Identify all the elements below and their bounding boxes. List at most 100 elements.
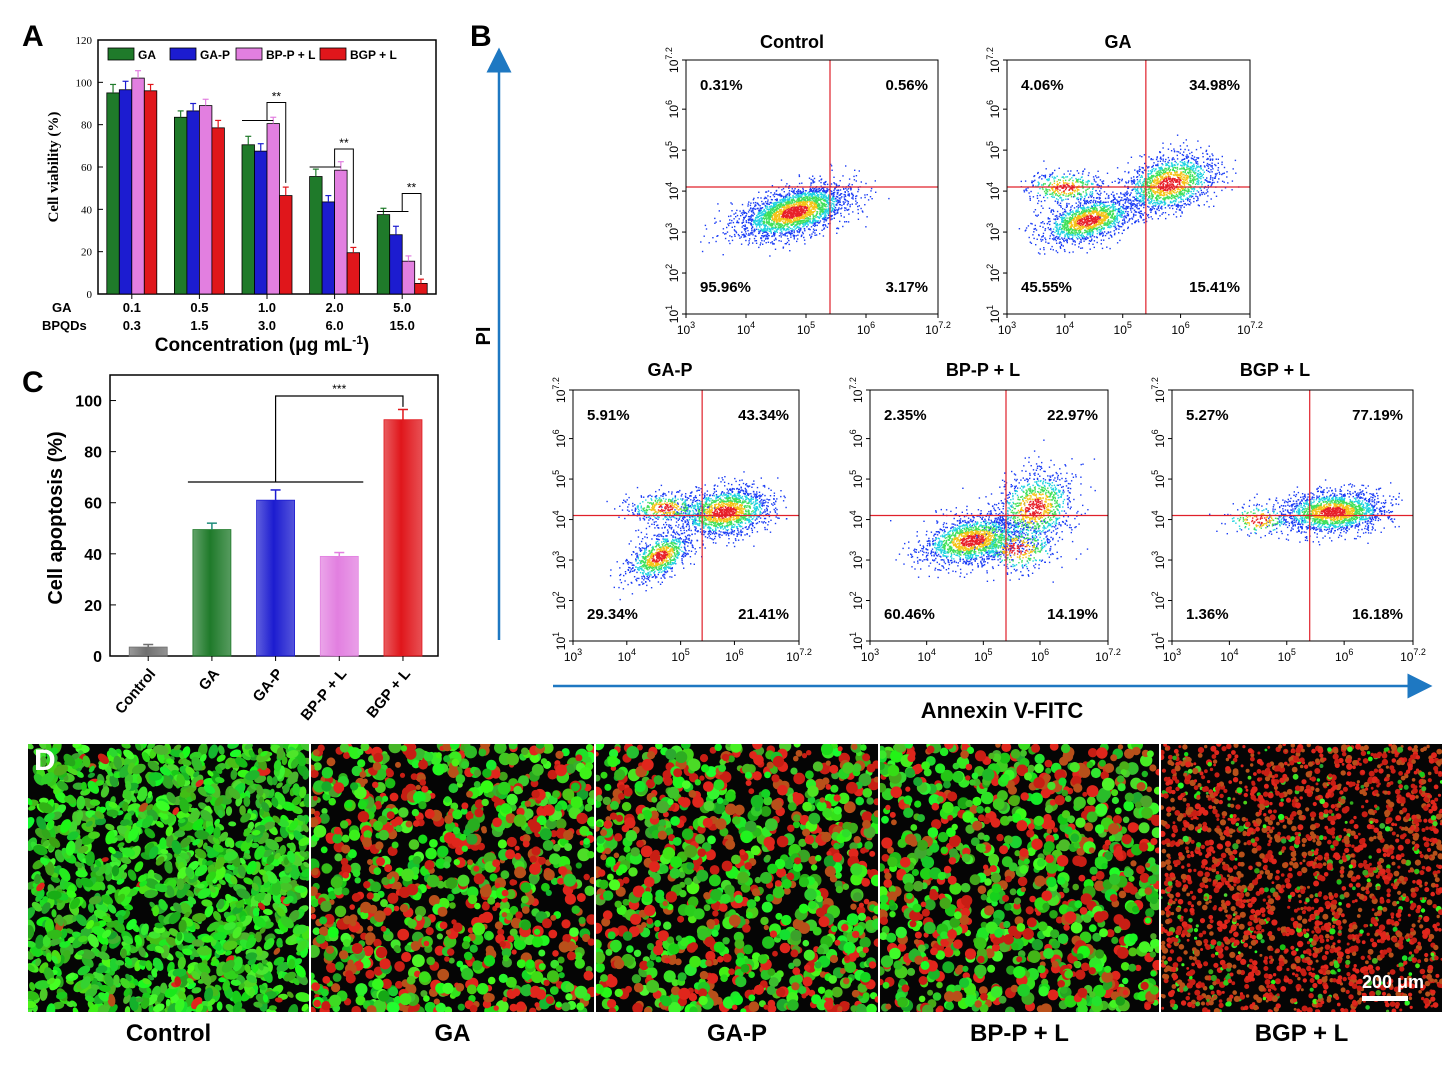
- legend-swatch: [107, 47, 135, 61]
- pi-axis-label: PI: [473, 327, 495, 346]
- y-tick-label: 103: [848, 551, 865, 569]
- y-axis-label: Cell viability (%): [46, 112, 62, 223]
- image-label-gap: GA-P: [597, 1020, 877, 1048]
- x-tick-label: BGP + L: [363, 666, 414, 722]
- y-tick-label: 105: [985, 141, 1002, 159]
- x-tick-label-bpqds: 6.0: [326, 318, 344, 333]
- significance-marker: ***: [332, 382, 346, 396]
- image-label-bppl: BP-P + L: [880, 1020, 1160, 1048]
- x-tick-label: 107.2: [1237, 320, 1263, 337]
- panel-letter-c: C: [22, 366, 44, 399]
- y-tick-label: 107.2: [848, 377, 865, 403]
- y-tick-label: 103: [664, 223, 681, 241]
- image-label-ga: GA: [313, 1020, 593, 1048]
- bar-control: [128, 646, 168, 657]
- y-tick-label: 101: [664, 305, 681, 323]
- quadrant-ul: 4.06%: [1021, 77, 1064, 94]
- x-tick-label: 105: [1114, 320, 1132, 337]
- x-tick-label: 104: [618, 647, 636, 664]
- significance-bracket: [377, 192, 422, 275]
- flow-plot-gap: GA-P 103 104 105 106 107.2 101 102 103 104 105 106 1…: [551, 360, 812, 664]
- quadrant-ul: 2.35%: [884, 407, 927, 424]
- bar-gap: [256, 499, 295, 657]
- y-tick-label: 80: [84, 445, 102, 462]
- bar-bppl: [401, 260, 416, 295]
- quadrant-ll: 45.55%: [1021, 279, 1072, 296]
- legend-swatch: [235, 47, 263, 61]
- event-dots: [1209, 479, 1403, 546]
- y-tick-label: 101: [848, 632, 865, 650]
- y-tick-label: 106: [664, 100, 681, 118]
- flow-plot-ga: GA 103 104 105 106 107.2 101 102 103 104 105 106 107…: [985, 32, 1263, 337]
- panel-letter-d: D: [34, 744, 56, 778]
- quadrant-lr: 16.18%: [1352, 606, 1403, 623]
- y-tick-label: 102: [1150, 591, 1167, 609]
- bar-bgpl: [346, 252, 361, 295]
- y-tick-label: 102: [551, 591, 568, 609]
- quadrant-ll: 1.36%: [1186, 606, 1229, 623]
- plot-frame: [869, 389, 1109, 642]
- y-tick-label: 105: [551, 470, 568, 488]
- bar-bgpl: [383, 419, 423, 657]
- flow-plot-control: Control 103 104 105 106 107.2 101 102 103 104 105 1…: [664, 32, 951, 337]
- x-tick-label: 107.2: [1400, 647, 1426, 664]
- bar-ga: [106, 92, 120, 295]
- y-tick-label: 104: [551, 510, 568, 528]
- y-tick-label: 101: [985, 305, 1002, 323]
- bar-gap: [389, 234, 403, 295]
- x-tick-label: 105: [974, 647, 992, 664]
- x-tick-label: BP-P + L: [298, 666, 351, 724]
- x-tick-label: GA-P: [250, 666, 287, 706]
- event-dots: [890, 439, 1096, 583]
- bar-ga: [192, 529, 232, 657]
- y-tick-label: 107.2: [551, 377, 568, 403]
- y-tick-label: 101: [1150, 632, 1167, 650]
- quadrant-ul: 5.27%: [1186, 407, 1229, 424]
- x-tick-label: 103: [998, 320, 1016, 337]
- x-tick-label-bpqds: 1.5: [190, 318, 208, 333]
- row-label-ga: GA: [52, 300, 72, 315]
- y-tick-label: 105: [664, 141, 681, 159]
- row-label-bpqds: BPQDs: [42, 318, 87, 333]
- x-axis-label: Concentration (μg mL-1): [155, 333, 369, 356]
- bar-bppl: [198, 105, 213, 295]
- plot-frame: [685, 59, 939, 315]
- image-label-bgpl: BGP + L: [1162, 1020, 1442, 1048]
- y-tick-label: 0: [87, 289, 93, 301]
- y-tick-label: 103: [551, 551, 568, 569]
- bar-gap: [118, 89, 133, 295]
- legend-label: BGP + L: [350, 48, 397, 62]
- flow-plot-title: BGP + L: [1240, 360, 1310, 380]
- legend-swatch: [169, 47, 197, 61]
- fluorescence-image-bgpl: [1161, 744, 1442, 1012]
- x-tick-label: 104: [1056, 320, 1074, 337]
- x-tick-label-bpqds: 15.0: [390, 318, 415, 333]
- bar-ga: [309, 176, 323, 295]
- viability-bar-chart: 0 20 40 60 80 100 120 GA GA-P BP-P + L BGP + L **…: [42, 35, 437, 356]
- x-tick-label: 106: [725, 647, 743, 664]
- y-tick-label: 104: [848, 510, 865, 528]
- legend-label: GA-P: [200, 48, 230, 62]
- quadrant-ur: 0.56%: [885, 77, 928, 94]
- significance-bracket: [309, 148, 354, 244]
- x-tick-label: 106: [857, 320, 875, 337]
- x-tick-label: 103: [861, 647, 879, 664]
- y-tick-label: 103: [985, 223, 1002, 241]
- quadrant-ur: 77.19%: [1352, 407, 1403, 424]
- y-tick-label: 104: [985, 182, 1002, 200]
- flow-plot-title: Control: [760, 32, 824, 52]
- bar-gap: [186, 110, 200, 295]
- flow-plot-bgpl: BGP + L 103 104 105 106 107.2 101 102 103 104 105 1…: [1150, 360, 1426, 664]
- y-tick-label: 107.2: [664, 47, 681, 73]
- scale-bar-label: 200 μm: [1362, 972, 1424, 993]
- flow-cytometry-panel: PI Annexin V-FITC Control 103 104 105 106 107…: [473, 32, 1433, 723]
- y-tick-label: 106: [985, 100, 1002, 118]
- quadrant-ur: 22.97%: [1047, 407, 1098, 424]
- y-tick-label: 40: [84, 547, 102, 564]
- x-tick-label: 104: [737, 320, 755, 337]
- x-tick-label: 107.2: [925, 320, 951, 337]
- bar-bppl: [334, 169, 348, 295]
- bar-gap: [321, 201, 336, 295]
- y-tick-label: 107.2: [1150, 377, 1167, 403]
